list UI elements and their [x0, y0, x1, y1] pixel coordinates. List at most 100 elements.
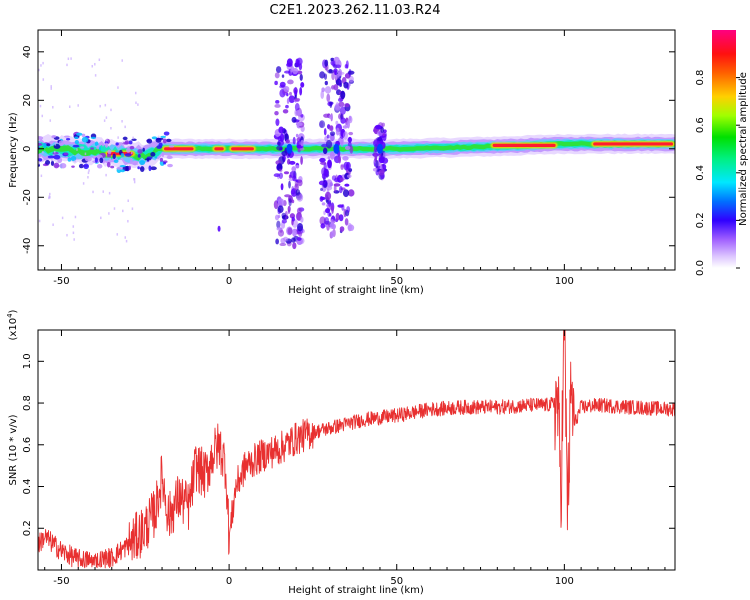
spectrogram-faint-point: [133, 178, 135, 181]
spectrogram-heatmap: [38, 56, 675, 250]
spectrogram-faint-point: [49, 196, 51, 199]
spectrogram-noise-blob: [113, 159, 119, 164]
spectrogram-faint-point: [127, 199, 129, 203]
spectrogram-burst-blob: [278, 168, 283, 173]
spectrogram-burst-blob: [347, 189, 355, 197]
spectrogram-faint-point: [54, 150, 56, 154]
spectrogram-faint-point: [87, 171, 90, 175]
spectrogram-noise-blob: [165, 138, 172, 143]
spectrogram-faint-point: [84, 152, 87, 156]
spectrogram-burst-blob: [287, 79, 294, 85]
spectrogram-burst-blob: [319, 161, 327, 165]
spectrogram-noise-blob: [90, 147, 95, 150]
spectrogram-burst-blob: [281, 218, 287, 224]
spectrogram-faint-point: [98, 58, 101, 62]
spectrogram-burst-blob: [283, 236, 289, 242]
spectrogram-burst-blob: [342, 189, 350, 198]
spectrogram-burst-blob: [335, 102, 340, 110]
spectrogram-y-tick-label: 20: [22, 94, 33, 107]
spectrogram-burst-blob: [291, 216, 295, 222]
spectrogram-burst-blob: [277, 214, 281, 219]
spectrogram-faint-point: [121, 59, 123, 62]
spectrogram-burst-blob: [335, 212, 340, 221]
spectrogram-noise-blob: [106, 153, 112, 158]
spectrogram-burst-blob: [292, 67, 299, 75]
spectrogram-burst-blob: [332, 60, 336, 68]
spectrogram-faint-point: [42, 78, 45, 81]
spectrogram-noise-blob: [72, 144, 80, 148]
spectrogram-burst-blob: [281, 212, 287, 219]
spectrogram-burst-blob: [277, 136, 283, 142]
spectrogram-faint-point: [94, 62, 96, 66]
spectrogram-burst-blob: [328, 212, 332, 217]
spectrogram-noise-blob: [53, 154, 61, 160]
spectrogram-burst-blob: [281, 150, 288, 156]
spectrogram-hot-segment: [164, 147, 194, 151]
spectrogram-burst-blob: [378, 169, 385, 176]
spectrogram-faint-point: [113, 207, 116, 210]
spectrogram-faint-point: [116, 233, 119, 236]
spectrogram-noise-blob: [97, 163, 103, 169]
spectrogram-faint-point: [42, 61, 44, 65]
spectrogram-faint-point: [49, 192, 51, 196]
spectrogram-burst-blob: [323, 128, 327, 136]
spectrogram-noise-blob: [67, 157, 72, 162]
spectrogram-faint-point: [102, 190, 104, 193]
spectrogram-burst-blob: [285, 139, 290, 144]
spectrogram-noise-blob: [166, 155, 173, 159]
spectrogram-noise-blob: [128, 165, 132, 171]
spectrogram-burst-blob: [279, 242, 287, 247]
spectrogram-burst-blob: [378, 156, 385, 164]
spectrogram-faint-point: [132, 136, 134, 140]
spectrogram-faint-point: [73, 238, 75, 241]
spectrogram-faint-point: [42, 151, 44, 154]
spectrogram-noise-blob: [139, 160, 146, 166]
spectrogram-burst-blob: [347, 224, 355, 232]
spectrogram-noise-blob: [116, 166, 123, 170]
spectrogram-burst-blob: [276, 220, 281, 229]
spectrogram-burst-blob: [282, 109, 289, 114]
spectrogram-burst-blob: [329, 101, 333, 108]
spectrogram-burst-blob: [329, 150, 335, 160]
spectrogram-noise-blob: [115, 142, 119, 146]
spectrogram-faint-point: [52, 223, 54, 226]
spectrogram-burst-blob: [327, 69, 334, 74]
figure-title: C2E1.2023.262.11.03.R24: [269, 3, 440, 18]
spectrogram-faint-point: [39, 104, 42, 108]
snr-x-tick-label: 100: [555, 576, 574, 587]
spectrogram-burst-blob: [382, 164, 387, 170]
spectrogram-burst-blob: [298, 231, 303, 237]
spectrogram-burst-blob: [337, 97, 344, 103]
spectrogram-x-tick-label: 100: [555, 276, 574, 287]
spectrogram-burst-blob: [338, 214, 344, 222]
spectrogram-noise-blob: [148, 165, 152, 172]
spectrogram-burst-blob: [294, 102, 300, 112]
spectrogram-noise-blob: [46, 143, 51, 147]
spectrogram-burst-blob: [300, 139, 304, 147]
spectrogram-faint-point: [108, 212, 110, 215]
spectrogram-burst-blob: [327, 159, 332, 169]
spectrogram-faint-point: [108, 191, 111, 195]
spectrogram-noise-blob: [137, 149, 143, 154]
spectrogram-faint-point: [99, 104, 101, 108]
spectrogram-noise-blob: [38, 136, 44, 140]
spectrogram-noise-blob: [38, 142, 43, 146]
colorbar-tick-label: 0.8: [695, 70, 706, 86]
spectrogram-burst-blob: [325, 139, 333, 149]
spectrogram-burst-core: [333, 143, 340, 154]
spectrogram-burst-blob: [324, 191, 332, 201]
spectrogram-burst-blob: [288, 95, 296, 104]
spectrogram-burst-blob: [283, 171, 290, 175]
spectrogram-faint-point: [66, 63, 68, 67]
spectrogram-noise-blob: [83, 163, 89, 170]
spectrogram-noise-blob: [110, 165, 115, 169]
spectrogram-noise-blob: [115, 150, 120, 153]
spectrogram-noise-blob: [101, 143, 105, 147]
spectrogram-faint-point: [72, 225, 75, 228]
spectrogram-burst-blob: [324, 80, 328, 86]
spectrogram-noise-blob: [119, 165, 126, 168]
spectrogram-burst-blob: [278, 126, 284, 134]
spectrogram-faint-point: [61, 216, 64, 220]
spectrogram-noise-blob: [104, 142, 109, 148]
